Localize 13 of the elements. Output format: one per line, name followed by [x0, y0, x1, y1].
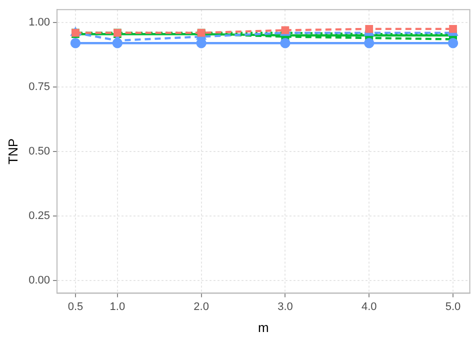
y-tick-label: 1.00 — [28, 16, 50, 29]
y-axis-title: TNP — [5, 138, 20, 164]
x-tick-label: 5.0 — [445, 300, 461, 313]
y-tick-label: 0.50 — [28, 145, 50, 158]
x-tick-label: 4.0 — [361, 300, 377, 313]
y-tick-label: 0.25 — [28, 210, 50, 222]
y-tick-label: 0.00 — [28, 274, 50, 286]
x-tick-label: 1.0 — [110, 300, 126, 313]
x-axis-title: m — [258, 320, 269, 335]
x-tick-label: 3.0 — [278, 300, 293, 313]
y-tick-label: 0.75 — [28, 80, 50, 93]
x-tick-label: 2.0 — [194, 300, 209, 313]
x-tick-label: 0.5 — [68, 300, 84, 313]
